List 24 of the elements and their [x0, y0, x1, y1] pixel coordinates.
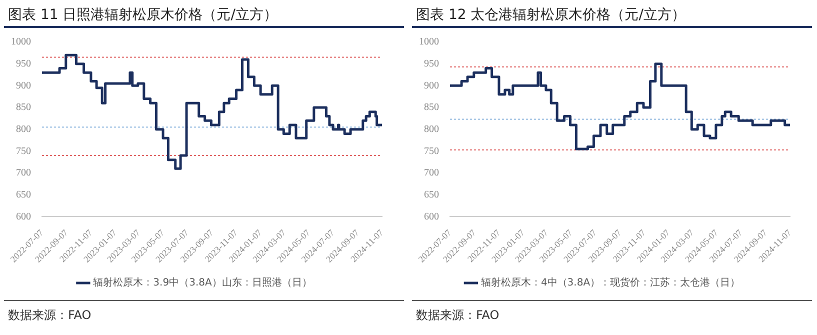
y-tick-label: 850	[424, 102, 439, 114]
y-tick-label: 750	[424, 146, 439, 157]
legend-label: 辐射松原木：4中（3.8A）：现货价：江苏：太仓港（日）	[480, 276, 740, 289]
y-tick-label: 600	[16, 211, 31, 222]
y-tick-label: 950	[16, 58, 31, 70]
y-tick-label: 800	[424, 124, 439, 135]
source-note: 数据来源：FAO	[4, 300, 404, 324]
y-tick-label: 700	[424, 168, 439, 179]
y-tick-label: 650	[424, 189, 439, 200]
y-tick-label: 900	[16, 80, 31, 92]
y-tick-label: 950	[424, 58, 439, 70]
y-tick-label: 1000	[11, 36, 31, 48]
y-tick-label: 1000	[419, 36, 439, 48]
legend-label: 辐射松原木：3.9中（3.8A）山东：日照港（日）	[93, 276, 312, 289]
chart-title: 图表 12 太仓港辐射松原木价格（元/立方）	[412, 4, 812, 28]
y-tick-label: 850	[16, 102, 31, 114]
y-tick-label: 750	[16, 146, 31, 157]
y-tick-label: 700	[16, 168, 31, 179]
y-tick-label: 900	[424, 80, 439, 92]
chart-title: 图表 11 日照港辐射松原木价格（元/立方）	[4, 4, 404, 28]
y-tick-label: 600	[424, 211, 439, 222]
source-note: 数据来源：FAO	[412, 300, 812, 324]
y-tick-label: 650	[16, 189, 31, 200]
y-tick-label: 800	[16, 124, 31, 135]
